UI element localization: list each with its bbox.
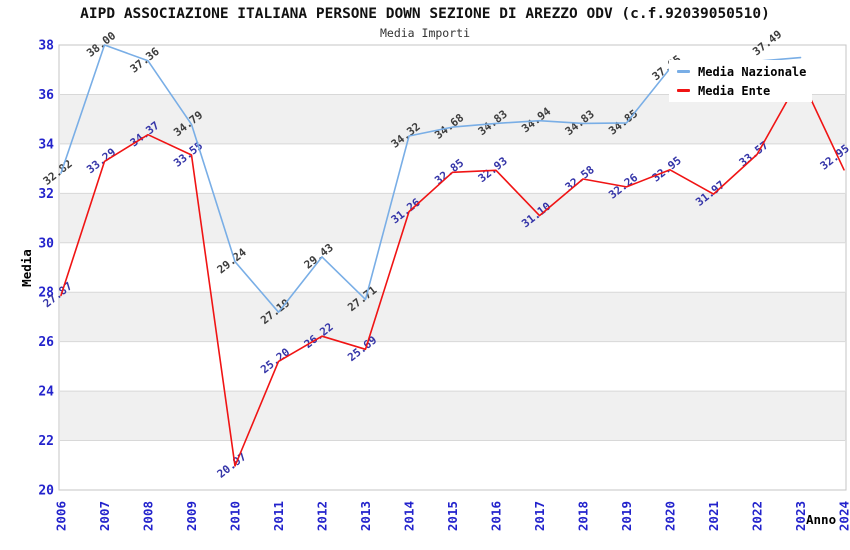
y-tick-label: 26 [38, 335, 54, 350]
x-tick-label: 2010 [228, 501, 243, 531]
x-tick-label: 2018 [576, 501, 591, 531]
series-line-media-ente [60, 76, 845, 467]
legend-label: Media Nazionale [698, 64, 807, 79]
y-tick-label: 22 [38, 434, 54, 449]
y-tick-label: 36 [38, 88, 54, 103]
y-tick-label: 32 [38, 187, 54, 202]
x-tick-label: 2009 [184, 501, 199, 531]
media-ente-line-swatch-icon [677, 89, 690, 92]
x-tick-label: 2016 [489, 501, 504, 531]
x-tick-label: 2014 [402, 501, 417, 531]
x-tick-label: 2008 [141, 501, 156, 531]
x-tick-label: 2017 [532, 501, 547, 531]
x-tick-label: 2021 [706, 501, 721, 531]
y-tick-label: 34 [38, 137, 54, 152]
x-tick-label: 2024 [837, 501, 850, 531]
plot-border [58, 44, 847, 491]
x-tick-label: 2012 [315, 501, 330, 531]
x-tick-label: 2013 [358, 501, 373, 531]
x-tick-label: 2023 [793, 501, 808, 531]
data-label: 32.95 [650, 154, 684, 185]
x-tick-label: 2011 [271, 501, 286, 531]
media-nazionale-line-swatch-icon [677, 70, 690, 73]
legend-item-media-nazionale: Media Nazionale [675, 62, 812, 81]
shaded-band [60, 391, 846, 441]
chart-title: AIPD ASSOCIAZIONE ITALIANA PERSONE DOWN … [80, 6, 770, 22]
shaded-band [60, 292, 846, 342]
y-tick-label: 24 [38, 385, 54, 400]
legend: Media Nazionale Media Ente [669, 60, 812, 102]
y-tick-label: 28 [38, 286, 54, 301]
data-label: 29.43 [302, 241, 336, 272]
shaded-band [60, 193, 846, 243]
x-tick-label: 2006 [54, 501, 69, 531]
data-label: 32.82 [41, 157, 75, 188]
x-tick-label: 2022 [750, 501, 765, 531]
data-label: 32.58 [563, 163, 597, 194]
data-label: 37.49 [750, 28, 784, 59]
data-label: 20.97 [215, 450, 249, 481]
x-tick-label: 2015 [445, 501, 460, 531]
x-tick-label: 2019 [619, 501, 634, 531]
shaded-band [60, 94, 846, 144]
y-tick-label: 30 [38, 236, 54, 251]
x-tick-label: 2007 [97, 501, 112, 531]
x-tick-label: 2020 [663, 501, 678, 531]
series-line-media-nazionale [60, 44, 802, 314]
x-axis-title: Anno [806, 512, 837, 527]
y-axis-title: Media [19, 249, 34, 287]
data-label: 25.20 [258, 346, 292, 377]
y-tick-label: 38 [38, 39, 54, 54]
legend-item-media-ente: Media Ente [675, 81, 812, 100]
chart-subtitle: Media Importi [379, 26, 470, 40]
y-tick-label: 20 [38, 484, 54, 499]
legend-label: Media Ente [698, 83, 771, 98]
